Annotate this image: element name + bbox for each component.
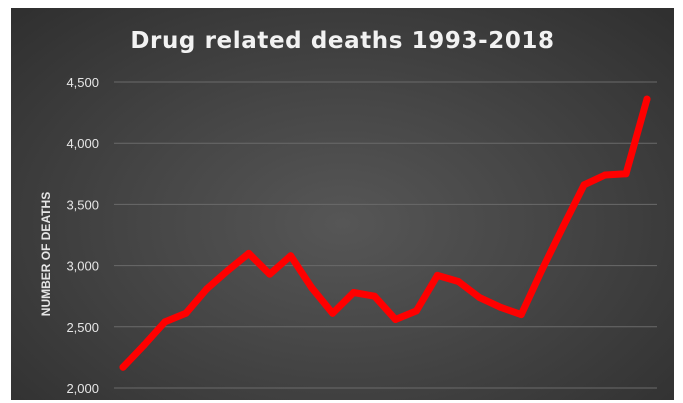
data-point [559, 222, 567, 230]
data-point [412, 307, 420, 315]
data-point [496, 303, 504, 311]
y-tick-label: 2,000 [66, 381, 99, 396]
data-point [371, 292, 379, 300]
data-point [433, 271, 441, 279]
data-point [245, 249, 253, 257]
series-line [119, 95, 651, 371]
y-tick-label: 3,000 [66, 259, 99, 274]
data-point [266, 270, 274, 278]
data-point [182, 309, 190, 317]
data-point [329, 309, 337, 317]
data-point [140, 341, 148, 349]
data-point [161, 318, 169, 326]
data-point [622, 170, 630, 178]
data-point [517, 311, 525, 319]
y-tick-label: 3,500 [66, 197, 99, 212]
chart-frame: Drug related deaths 1993-2018 NUMBER OF … [11, 8, 674, 400]
data-point [475, 293, 483, 301]
data-point [308, 284, 316, 292]
data-point [391, 315, 399, 323]
data-point [119, 363, 127, 371]
data-point [580, 181, 588, 189]
data-point [454, 278, 462, 286]
y-tick-label: 4,500 [66, 75, 99, 90]
data-point [224, 266, 232, 274]
data-point [287, 252, 295, 260]
chart-title: Drug related deaths 1993-2018 [130, 28, 555, 54]
data-point [643, 95, 651, 103]
data-point [538, 265, 546, 273]
data-point [350, 289, 358, 297]
y-tick-label: 4,000 [66, 136, 99, 151]
y-tick-label: 2,500 [66, 320, 99, 335]
data-point [601, 171, 609, 179]
data-point [203, 285, 211, 293]
plot-area: 2,000 2,500 3,000 3,500 4,000 4,500 [66, 75, 657, 396]
